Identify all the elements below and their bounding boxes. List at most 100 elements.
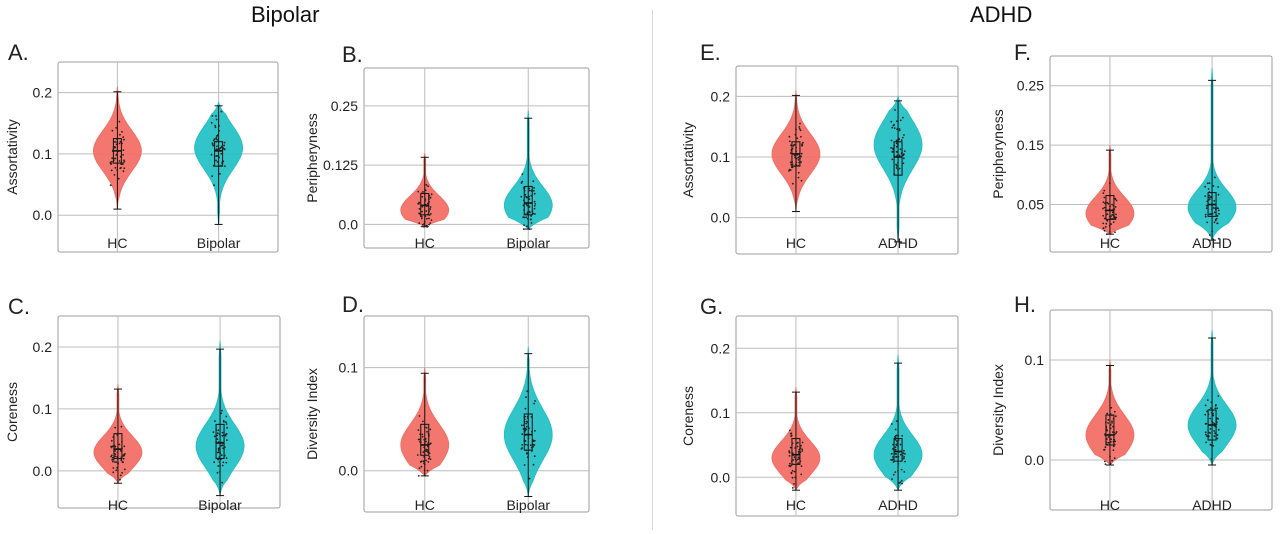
data-point (221, 161, 224, 164)
data-point (798, 161, 801, 164)
plot-frame (1049, 309, 1273, 511)
data-point (213, 461, 216, 464)
data-point (1216, 437, 1219, 440)
data-point (1115, 432, 1117, 435)
data-point (522, 204, 525, 207)
data-point (1104, 421, 1107, 424)
data-point (523, 464, 526, 466)
plot-frame (735, 65, 959, 255)
data-point (525, 425, 528, 428)
data-point (119, 450, 122, 452)
data-point (894, 428, 897, 431)
data-point (790, 472, 793, 475)
data-point (899, 453, 902, 456)
data-point (524, 443, 527, 446)
data-point (1215, 423, 1218, 426)
data-point (221, 481, 224, 484)
data-point (892, 447, 894, 450)
data-point (1109, 424, 1112, 426)
data-point (117, 177, 120, 180)
data-point (111, 459, 114, 461)
data-point (1209, 443, 1212, 446)
data-point (522, 424, 525, 427)
data-point (1111, 414, 1113, 417)
iqr-box (420, 193, 430, 216)
data-point (1204, 413, 1207, 416)
x-category-label: HC (415, 497, 435, 513)
data-point (1213, 435, 1216, 438)
data-point (1204, 431, 1207, 434)
data-point (1102, 192, 1105, 195)
data-point (526, 217, 529, 220)
y-tick-label: 0.1 (711, 149, 731, 165)
data-point (429, 206, 432, 208)
data-point (220, 164, 223, 167)
data-point (216, 471, 219, 474)
data-point (215, 140, 218, 143)
data-point (525, 396, 527, 398)
data-point (801, 144, 803, 147)
panel-letter: H. (1014, 292, 1036, 317)
data-point (217, 458, 220, 461)
data-point (1113, 215, 1115, 217)
data-point (901, 151, 903, 154)
data-point (521, 180, 524, 183)
data-point (797, 450, 800, 453)
data-point (521, 433, 524, 436)
data-point (119, 478, 121, 481)
data-point (528, 228, 531, 231)
iqr-box (1105, 195, 1115, 220)
data-point (797, 171, 800, 174)
data-point (1209, 432, 1212, 434)
data-point (903, 456, 905, 458)
data-point (428, 452, 431, 455)
data-point (1211, 203, 1213, 206)
data-point (1115, 431, 1118, 433)
data-point (525, 449, 527, 452)
data-point (425, 440, 427, 443)
data-point (116, 433, 119, 436)
data-point (113, 444, 116, 447)
data-point (526, 421, 529, 424)
data-point (1104, 463, 1107, 465)
data-point (118, 443, 121, 446)
data-point (533, 402, 535, 405)
data-point (1102, 227, 1105, 229)
data-point (1105, 433, 1107, 436)
data-point (212, 144, 215, 147)
data-point (1206, 399, 1209, 401)
data-point (1114, 218, 1117, 221)
data-point (221, 444, 224, 447)
data-point (1211, 230, 1214, 233)
data-point (123, 138, 125, 141)
data-point (798, 448, 801, 451)
data-point (530, 215, 532, 217)
data-point (430, 193, 433, 196)
data-point (894, 438, 897, 441)
y-tick-label: 0.0 (711, 210, 731, 226)
data-point (419, 438, 422, 441)
data-point (217, 149, 220, 151)
data-point (530, 222, 533, 224)
data-point (422, 191, 424, 193)
data-point (1103, 448, 1105, 451)
data-point (218, 470, 221, 473)
data-point (425, 184, 428, 186)
data-point (1214, 425, 1216, 428)
data-point (896, 139, 899, 142)
y-tick-label: 0.0 (33, 463, 53, 479)
data-point (428, 214, 431, 217)
data-point (417, 202, 420, 205)
y-tick-label: 0.1 (711, 405, 731, 421)
data-point (1213, 430, 1215, 432)
data-point (115, 154, 118, 156)
data-point (223, 148, 226, 150)
data-point (1208, 182, 1211, 185)
data-point (121, 461, 124, 463)
data-point (216, 138, 219, 141)
y-tick-label: 0.2 (711, 340, 731, 356)
y-tick-label: 0.15 (1017, 137, 1044, 153)
data-point (424, 426, 426, 429)
x-category-label: ADHD (878, 235, 918, 251)
data-point (420, 204, 423, 207)
